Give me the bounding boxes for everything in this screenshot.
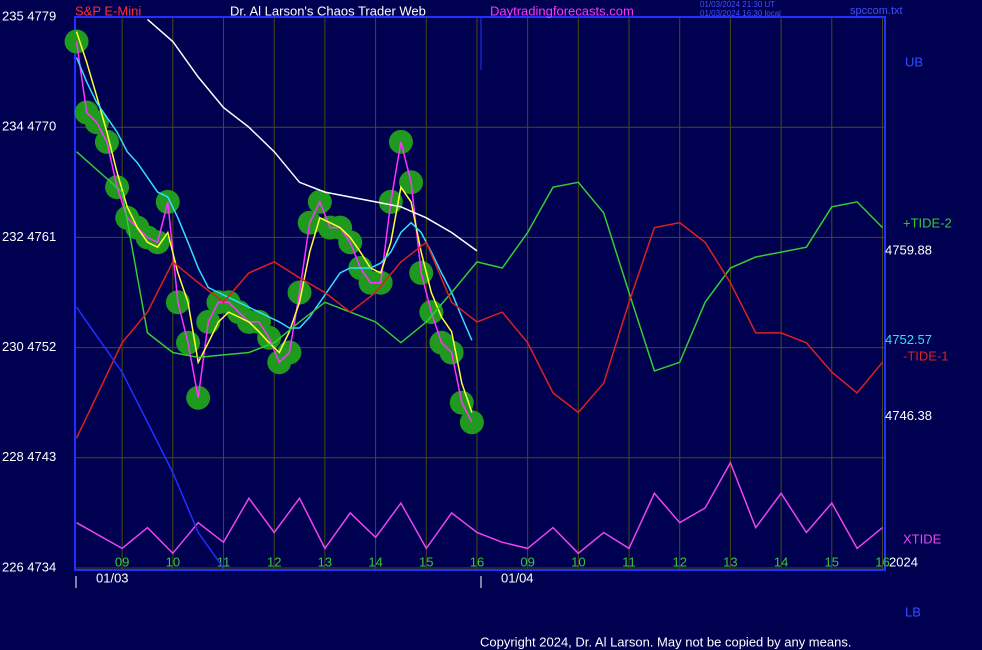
series-line <box>75 221 884 439</box>
year-label: 2024 <box>889 554 918 569</box>
series-line <box>147 18 478 252</box>
x-tick-label: 10 <box>571 554 585 569</box>
x-tick-label: 09 <box>520 554 534 569</box>
series-line <box>75 41 473 423</box>
date-label: 01/03 <box>96 570 129 585</box>
plot-frame <box>74 16 886 571</box>
copyright: Copyright 2024, Dr. Al Larson. May not b… <box>480 634 851 649</box>
y-tick-label: 230 4752 <box>2 339 56 354</box>
price-label: 4759.88 <box>885 243 932 258</box>
price-label: 4752.57 <box>885 332 932 347</box>
filename: spccom.txt <box>850 5 903 17</box>
series-label: -TIDE-1 <box>903 348 949 363</box>
series-line <box>75 57 473 341</box>
x-tick-label: 13 <box>318 554 332 569</box>
ub-label: UB <box>905 54 923 69</box>
series-line <box>75 31 473 413</box>
symbol: S&P E-Mini <box>75 3 141 18</box>
series-label: XTIDE <box>903 531 942 546</box>
lb-label: LB <box>905 604 921 619</box>
x-tick-label: 11 <box>217 554 231 569</box>
y-tick-label: 232 4761 <box>2 229 56 244</box>
chart-title: Dr. Al Larson's Chaos Trader Web <box>230 3 426 18</box>
series-line <box>75 306 225 569</box>
x-tick-label: 12 <box>267 554 281 569</box>
x-tick-label: 14 <box>774 554 788 569</box>
series-label: +TIDE-2 <box>903 215 952 230</box>
x-tick-label: 14 <box>368 554 382 569</box>
y-tick-label: 228 4743 <box>2 449 56 464</box>
timestamp: 01/03/2024 21:30 UT <box>700 0 775 9</box>
website: Daytradingforecasts.com <box>490 3 634 18</box>
x-tick-label: 12 <box>672 554 686 569</box>
timestamp: 01/03/2024 16:30 local <box>700 9 781 18</box>
date-label: 01/04 <box>501 570 534 585</box>
price-label: 4746.38 <box>885 408 932 423</box>
x-tick-label: 16 <box>875 554 889 569</box>
x-tick-label: 15 <box>419 554 433 569</box>
series-line <box>76 460 883 555</box>
x-tick-label: 16 <box>470 554 484 569</box>
x-tick-label: 11 <box>622 554 636 569</box>
series-line <box>76 151 884 372</box>
x-tick-label: 09 <box>115 554 129 569</box>
y-tick-label: 235 4779 <box>2 8 56 23</box>
x-tick-label: 10 <box>166 554 180 569</box>
x-tick-label: 15 <box>825 554 839 569</box>
y-tick-label: 226 4734 <box>2 559 56 574</box>
x-tick-label: 13 <box>723 554 737 569</box>
y-tick-label: 234 4770 <box>2 119 56 134</box>
